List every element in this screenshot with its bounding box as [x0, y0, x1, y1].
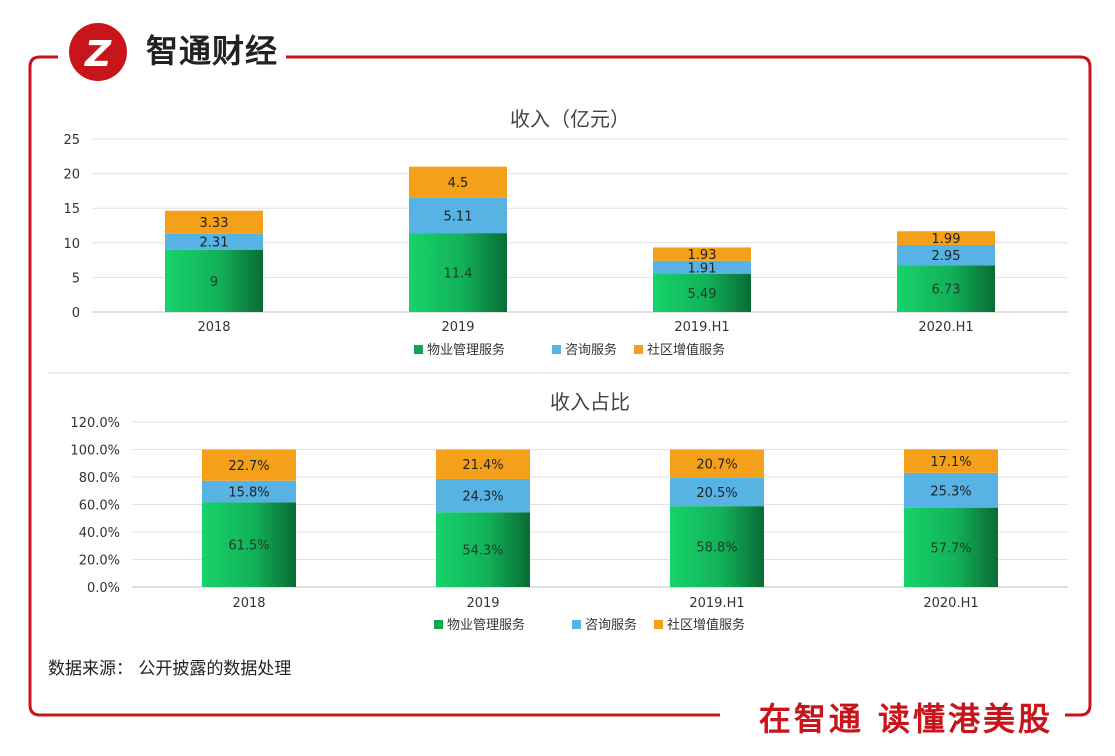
y-tick-label: 20: [63, 168, 80, 183]
chart-2: 收入占比 0.0% 20.0% 40.0% 60.0% 80.0% 100.0% 120.0%…: [70, 390, 1068, 633]
brand-name: 智通财经: [138, 26, 287, 72]
bar-segment: [202, 480, 296, 503]
data-label: 22.7%: [228, 459, 269, 474]
bar-segment: [653, 260, 751, 275]
data-label: 20.7%: [696, 458, 737, 473]
data-label: 6.73: [932, 283, 961, 298]
chart-1: 收入（亿元） 0 5 10 15 20 25 9 2.31 3.33 2018 11.4 5.11 4.5…: [63, 107, 1068, 358]
data-label: 24.3%: [462, 490, 503, 505]
bar-segment: [653, 274, 751, 312]
legend-label: 社区增值服务: [647, 342, 725, 358]
frame-right: [285, 55, 1092, 717]
legend-swatch: [634, 345, 643, 354]
data-label: 9: [210, 275, 218, 290]
y-tick-label: 80.0%: [79, 471, 120, 486]
y-tick-label: 0: [72, 306, 80, 321]
legend-swatch: [654, 620, 663, 629]
source-note: 数据来源： 公开披露的数据处理: [48, 659, 292, 679]
data-label: 25.3%: [930, 484, 971, 499]
chart-title: 收入占比: [550, 390, 630, 414]
legend-label: 社区增值服务: [667, 617, 745, 633]
data-label: 15.8%: [228, 486, 269, 501]
x-tick-label: 2018: [197, 320, 230, 335]
legend-swatch: [414, 345, 423, 354]
data-label: 54.3%: [462, 544, 503, 559]
bar-segment: [436, 512, 530, 587]
data-label: 4.5: [448, 176, 469, 191]
data-label: 3.33: [200, 216, 229, 231]
y-tick-label: 0.0%: [87, 581, 120, 596]
bar-segment: [409, 233, 507, 312]
chart-title: 收入（亿元）: [510, 107, 630, 131]
bar-segment: [904, 472, 998, 508]
chart-area: 收入（亿元） 0 5 10 15 20 25 9 2.31 3.33 2018 11.4 5.11 4.5…: [63, 107, 1068, 633]
x-tick-label: 2018: [232, 596, 265, 611]
legend: 物业管理服务 咨询服务 社区增值服务: [414, 342, 725, 358]
legend-swatch: [434, 620, 443, 629]
bar-segment: [653, 247, 751, 261]
bar-segment: [409, 166, 507, 198]
data-label: 61.5%: [228, 539, 269, 554]
data-label: 57.7%: [930, 541, 971, 556]
bar-segment: [165, 233, 263, 250]
x-tick-label: 2020.H1: [918, 320, 973, 335]
logo-mark: Z: [84, 34, 112, 75]
data-label: 17.1%: [930, 455, 971, 470]
legend-label: 咨询服务: [565, 342, 617, 358]
y-tick-label: 20.0%: [79, 554, 120, 569]
bar-segment: [409, 197, 507, 234]
bar-segment: [897, 231, 995, 246]
bar-segment: [670, 506, 764, 587]
x-tick-label: 2019.H1: [674, 320, 729, 335]
y-tick-label: 100.0%: [70, 444, 120, 459]
x-tick-label: 2020.H1: [923, 596, 978, 611]
data-label: 21.4%: [462, 458, 503, 473]
data-label: 20.5%: [696, 486, 737, 501]
y-tick-label: 40.0%: [79, 526, 120, 541]
y-tick-label: 5: [72, 271, 80, 286]
legend: 物业管理服务 咨询服务 社区增值服务: [434, 617, 745, 633]
bar-segment: [670, 449, 764, 478]
data-label: 5.11: [444, 209, 473, 224]
x-tick-label: 2019: [441, 320, 474, 335]
logo-icon: [69, 23, 127, 81]
y-tick-label: 60.0%: [79, 499, 120, 514]
brand-slogan: 在智通 读懂港美股: [748, 694, 1063, 740]
legend-swatch: [552, 345, 561, 354]
y-tick-label: 120.0%: [70, 416, 120, 431]
data-label: 2.31: [200, 236, 229, 251]
legend-label: 咨询服务: [585, 617, 637, 633]
bar-segment: [436, 449, 530, 479]
bar-segment: [165, 249, 263, 312]
bar-segment: [165, 210, 263, 234]
y-tick-label: 15: [63, 202, 80, 217]
data-label: 1.99: [932, 232, 961, 247]
bar-segment: [897, 265, 995, 312]
legend-swatch: [572, 620, 581, 629]
data-label: 1.93: [688, 248, 717, 263]
bar-segment: [202, 449, 296, 481]
data-label: 5.49: [688, 287, 717, 302]
y-tick-label: 10: [63, 237, 80, 252]
data-label: 11.4: [444, 267, 473, 282]
data-label: 1.91: [688, 261, 717, 276]
bar-segment: [202, 502, 296, 587]
bar-segment: [670, 477, 764, 507]
x-tick-label: 2019.H1: [689, 596, 744, 611]
y-tick-label: 25: [63, 133, 80, 148]
legend-label: 物业管理服务: [427, 342, 505, 358]
frame-left: [28, 55, 720, 717]
legend-label: 物业管理服务: [447, 617, 525, 633]
bar-segment: [904, 507, 998, 587]
x-tick-label: 2019: [466, 596, 499, 611]
data-label: 58.8%: [696, 541, 737, 556]
bar-segment: [897, 245, 995, 266]
bar-segment: [904, 449, 998, 473]
bar-segment: [436, 478, 530, 513]
data-label: 2.95: [932, 249, 961, 264]
